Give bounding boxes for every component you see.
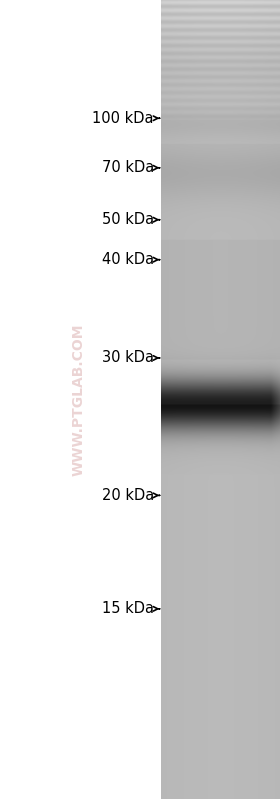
Text: 100 kDa: 100 kDa xyxy=(92,111,154,125)
Text: 50 kDa: 50 kDa xyxy=(102,213,154,227)
Text: 20 kDa: 20 kDa xyxy=(102,488,154,503)
Text: WWW.PTGLAB.COM: WWW.PTGLAB.COM xyxy=(71,324,85,475)
Text: 30 kDa: 30 kDa xyxy=(102,351,154,365)
Text: 70 kDa: 70 kDa xyxy=(102,161,154,175)
Text: 40 kDa: 40 kDa xyxy=(102,252,154,267)
Text: 15 kDa: 15 kDa xyxy=(102,602,154,616)
